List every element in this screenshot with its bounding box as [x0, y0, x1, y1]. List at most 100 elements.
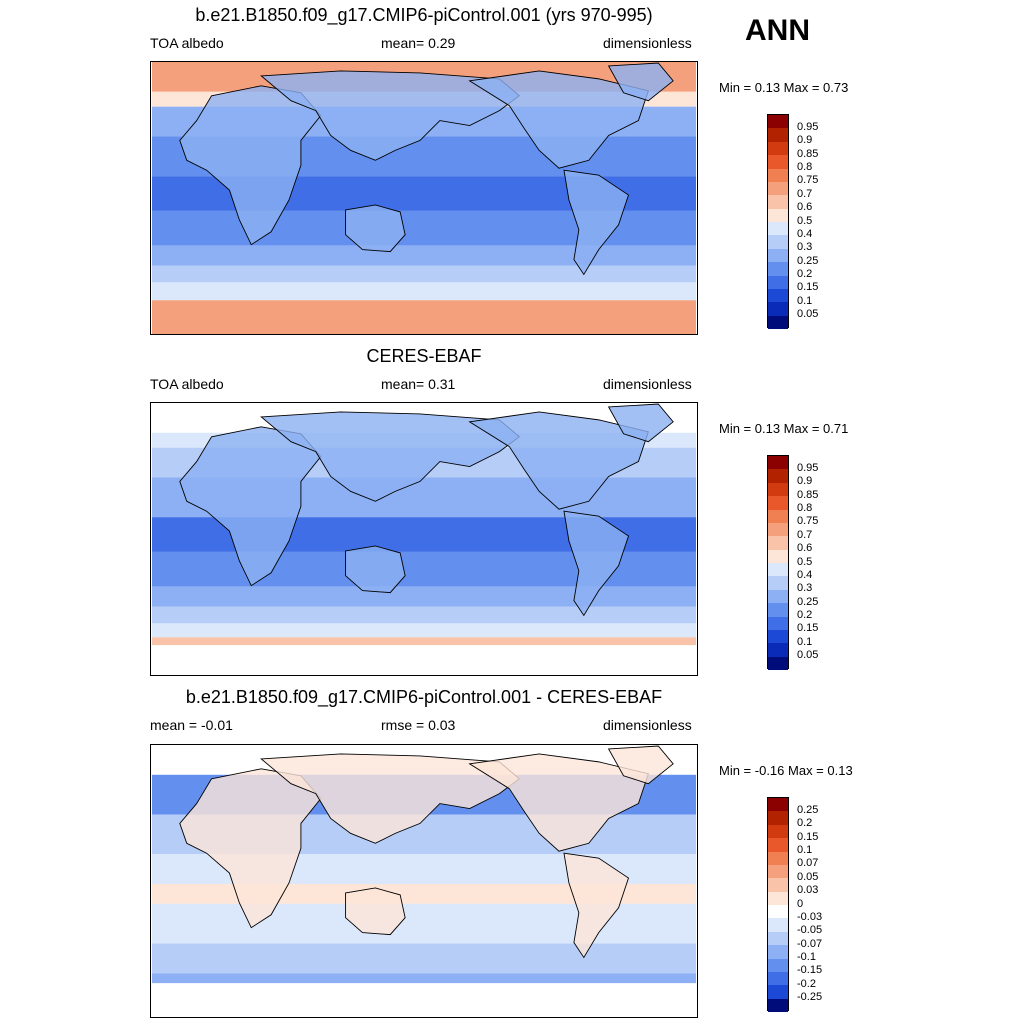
colorbar-swatch	[768, 509, 788, 523]
colorbar-tick-label: 0.1	[797, 844, 813, 856]
colorbar-tick-label: 0.4	[797, 227, 813, 240]
colorbar-swatch	[768, 469, 788, 483]
colorbar-swatch	[768, 315, 788, 329]
colorbar-tick-label: 0.5	[797, 555, 813, 568]
colorbar-swatch	[768, 918, 788, 932]
colorbar-swatch	[768, 905, 788, 919]
colorbar-tick-label: 0.3	[797, 582, 813, 595]
colorbar-tick-label: 0.25	[797, 595, 819, 608]
colorbar-swatch	[768, 656, 788, 670]
colorbar-swatch	[768, 128, 788, 142]
colorbar-tick-label: -0.03	[797, 910, 823, 923]
colorbar-swatch	[768, 971, 788, 986]
colorbar-swatch	[768, 616, 788, 630]
map-model	[150, 61, 698, 335]
colorbar-swatch	[768, 222, 788, 236]
minmax-label: Min = 0.13 Max = 0.73	[719, 80, 849, 95]
panel-title: CERES-EBAF	[366, 346, 482, 366]
colorbar-tick-label: 0.07	[797, 857, 819, 870]
mean-label: mean= 0.31	[381, 376, 456, 392]
colorbar-swatch	[768, 576, 788, 590]
colorbar-tick-label: 0.1	[797, 294, 813, 307]
units-label: dimensionless	[603, 376, 692, 392]
colorbar-swatch	[768, 168, 788, 182]
panel-title: b.e21.B1850.f09_g17.CMIP6-piControl.001 …	[195, 5, 653, 25]
colorbar-tick-label: 0.05	[797, 870, 819, 883]
colorbar-swatch	[768, 522, 788, 537]
colorbar-swatch	[768, 643, 788, 657]
colorbar-swatch	[768, 288, 788, 303]
colorbar-tick-label: 0.15	[797, 622, 819, 635]
units-label: dimensionless	[603, 717, 692, 733]
rmse-label: rmse = 0.03	[381, 717, 456, 733]
colorbar-tick-label: 0.8	[797, 502, 813, 514]
colorbar-tick-label: 0.25	[797, 803, 819, 816]
colorbar-swatch	[768, 235, 788, 249]
colorbar-swatch	[768, 589, 788, 604]
variable-label: TOA albedo	[150, 35, 224, 51]
colorbar-swatch	[768, 115, 788, 129]
colorbar-swatch	[768, 302, 788, 316]
colorbar-swatch	[768, 262, 788, 276]
colorbar-swatch	[768, 482, 788, 497]
colorbar-tick-label: -0.25	[797, 991, 823, 1004]
colorbar-swatch	[768, 998, 788, 1012]
colorbar-tick-label: 0.95	[797, 120, 819, 133]
panel-title: b.e21.B1850.f09_g17.CMIP6-piControl.001 …	[185, 687, 663, 707]
colorbar-tick-label: 0.05	[797, 649, 819, 662]
colorbar-swatch	[768, 891, 788, 905]
colorbar-tick-label: 0.15	[797, 830, 819, 843]
colorbar-tick-label: 0.03	[797, 884, 819, 897]
colorbar-swatch	[768, 195, 788, 209]
colorbar-tick-label: 0.5	[797, 214, 813, 227]
map-obs	[150, 402, 698, 676]
colorbar-swatch	[768, 958, 788, 972]
colorbar-tick-label: 0.2	[797, 817, 813, 830]
season-label: ANN	[745, 14, 810, 47]
colorbar-tick-label: 0.9	[797, 475, 813, 488]
colorbar-tick-label: -0.2	[797, 977, 816, 990]
colorbar-tick-label: 0.2	[797, 609, 813, 621]
colorbar-swatch	[768, 824, 788, 839]
colorbar-swatch	[768, 878, 788, 892]
colorbar-tick-label: 0.7	[797, 528, 813, 541]
colorbar-swatch	[768, 838, 788, 852]
colorbar-tick-label: 0.6	[797, 542, 813, 555]
colorbar-swatch	[768, 563, 788, 577]
colorbar-swatch	[768, 181, 788, 196]
colorbar-tick-label: 0.9	[797, 134, 813, 147]
colorbar-swatch	[768, 456, 788, 470]
minmax-label: Min = -0.16 Max = 0.13	[719, 763, 853, 778]
colorbar-swatch	[768, 985, 788, 999]
colorbar-tick-label: 0.6	[797, 201, 813, 214]
colorbar-tick-label: 0.8	[797, 161, 813, 173]
colorbar-tick-label: -0.05	[797, 924, 823, 937]
colorbar-tick-label: 0.85	[797, 147, 819, 160]
colorbar-swatch	[768, 945, 788, 959]
map-canvas	[152, 745, 696, 1017]
colorbar-tick-label: 0.95	[797, 461, 819, 474]
colorbar-swatch	[768, 536, 788, 550]
colorbar-tick-label: 0.3	[797, 241, 813, 254]
colorbar-swatch	[768, 275, 788, 289]
colorbar-tick-label: 0.15	[797, 281, 819, 294]
map-canvas	[152, 403, 696, 675]
colorbar-tick-label: 0.25	[797, 254, 819, 267]
minmax-label: Min = 0.13 Max = 0.71	[719, 421, 849, 436]
colorbar-tick-label: 0.05	[797, 308, 819, 321]
colorbar-obs	[767, 455, 789, 670]
colorbar-tick-label: 0	[797, 897, 804, 910]
map-diff	[150, 744, 698, 1018]
colorbar-tick-label: 0.2	[797, 268, 813, 280]
colorbar-tick-label: 0.7	[797, 187, 813, 200]
units-label: dimensionless	[603, 35, 692, 51]
colorbar-tick-label: 0.75	[797, 515, 819, 528]
colorbar-swatch	[768, 496, 788, 510]
colorbar-model	[767, 114, 789, 329]
colorbar-tick-label: -0.15	[797, 964, 823, 977]
colorbar-tick-label: 0.85	[797, 488, 819, 501]
colorbar-tick-label: 0.4	[797, 568, 813, 581]
colorbar-swatch	[768, 155, 788, 169]
variable-label: TOA albedo	[150, 376, 224, 392]
colorbar-swatch	[768, 629, 788, 644]
